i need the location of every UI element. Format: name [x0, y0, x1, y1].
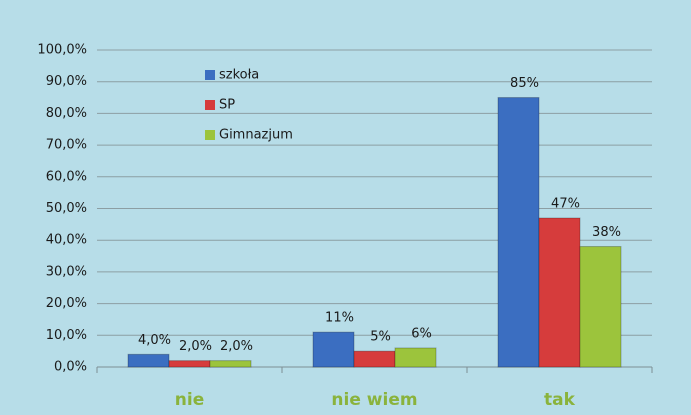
value-label: 2,0% [220, 339, 253, 354]
value-label: 4,0% [138, 333, 171, 348]
legend-swatch [205, 70, 215, 80]
value-label: 11% [325, 311, 354, 326]
y-tick-label: 70,0% [46, 138, 87, 153]
x-tick-label: tak [544, 390, 576, 410]
labels: 0,0% 10,0% 20,0% 30,0% 40,0% 50,0% 60,0% 70,0% 8… [37, 43, 621, 411]
bar [209, 360, 252, 368]
value-label: 5% [370, 330, 391, 345]
legend-label: Gimnazjum [219, 128, 293, 143]
bar [579, 246, 622, 368]
value-label: 2,0% [179, 339, 212, 354]
y-tick-label: 40,0% [46, 233, 87, 248]
bar [168, 360, 211, 368]
value-label: 47% [551, 197, 580, 212]
legend-label: szkoła [219, 68, 259, 83]
value-label: 85% [510, 76, 539, 91]
y-tick-label: 50,0% [46, 201, 87, 216]
legend-swatch [205, 100, 215, 110]
y-tick-label: 100,0% [37, 43, 87, 58]
value-label: 38% [592, 225, 621, 240]
y-tick-label: 20,0% [46, 296, 87, 311]
legend-label: SP [219, 98, 235, 113]
y-tick-label: 10,0% [46, 328, 87, 343]
y-tick-label: 30,0% [46, 264, 87, 279]
bar [312, 331, 355, 368]
bar [394, 347, 437, 368]
value-label: 6% [411, 326, 432, 341]
y-tick-label: 0,0% [54, 360, 87, 375]
bar [353, 350, 396, 368]
x-tick-label: nie wiem [331, 390, 417, 410]
x-tick-label: nie [175, 390, 204, 410]
y-tick-label: 60,0% [46, 169, 87, 184]
y-tick-label: 80,0% [46, 106, 87, 121]
bar [127, 353, 170, 368]
y-tick-label: 90,0% [46, 74, 87, 89]
bar [497, 97, 540, 368]
bars [127, 97, 622, 368]
legend-swatch [205, 130, 215, 140]
bar [538, 217, 581, 368]
grid [96, 49, 653, 373]
